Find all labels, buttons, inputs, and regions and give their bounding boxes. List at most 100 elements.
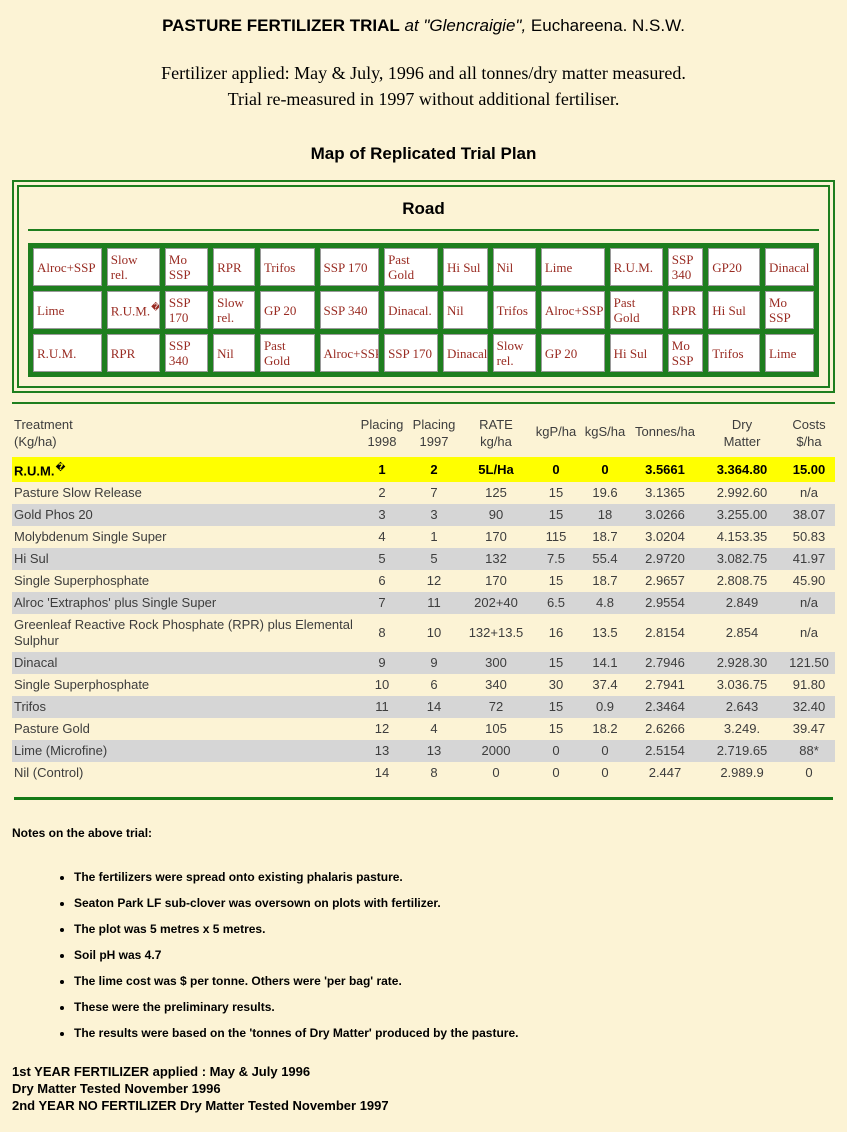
value-cell: 121.50: [789, 655, 829, 671]
map-plot-cell: SSP 170: [384, 334, 438, 372]
value-cell: 0: [601, 461, 609, 477]
treatment-name: Single Superphosphate: [14, 677, 150, 693]
map-plot-cell: Dinacal.: [384, 291, 438, 329]
page-title-regular: Euchareena. N.S.W.: [526, 16, 685, 35]
map-plot-cell: RPR: [213, 248, 255, 286]
column-header-line: Costs: [792, 417, 826, 432]
results-header-row: Treatment (Kg/ha) Placing 1998 Placing 1997 RA…: [12, 414, 835, 457]
column-header-line: Matter: [723, 434, 761, 449]
value-cell: 7: [430, 485, 438, 501]
map-plot-cell: Lime: [764, 334, 814, 372]
diamond-replacement-char-icon: �: [55, 463, 66, 473]
value-cell: 0: [492, 765, 500, 781]
value-cell: 2.854: [725, 625, 759, 641]
value-cell: 2.9554: [645, 595, 685, 611]
value-cell: 18: [597, 507, 613, 523]
map-plot-cell: Nil: [492, 248, 536, 286]
value-cell: 2.989.9: [720, 765, 764, 781]
value-cell: 18.2: [592, 721, 618, 737]
map-plot-cell: GP 20: [540, 334, 605, 372]
column-header: Costs $/ha: [783, 414, 835, 457]
column-header-line: kgS/ha: [584, 423, 626, 439]
value-cell: 2.6266: [645, 721, 685, 737]
value-cell: 2.5154: [645, 743, 685, 759]
treatment-row: Pasture Slow Release 2 7 125 15 19.6 3.1365 2.9…: [12, 482, 835, 504]
value-cell: 15: [548, 721, 564, 737]
value-cell: 300: [485, 655, 507, 671]
value-cell: 3: [378, 507, 386, 523]
value-cell: 2.849: [725, 595, 759, 611]
value-cell: 13: [426, 743, 442, 759]
value-cell: 115: [545, 529, 567, 545]
value-cell: 2.3464: [645, 699, 685, 715]
column-header-line: 1997: [419, 434, 449, 449]
value-cell: 340: [485, 677, 507, 693]
value-cell: 0.9: [595, 699, 615, 715]
value-cell: 4.8: [595, 595, 615, 611]
subtitle: Fertilizer applied: May & July, 1996 and…: [12, 60, 835, 112]
value-cell: 1: [430, 529, 438, 545]
column-header-line: 1998: [367, 434, 397, 449]
value-cell: 14: [426, 699, 442, 715]
value-cell: 2.643: [725, 699, 759, 715]
subtitle-line-1: Fertilizer applied: May & July, 1996 and…: [161, 63, 686, 83]
map-plot-cell: R.U.M.: [33, 334, 102, 372]
value-cell: 202+40: [474, 595, 518, 611]
map-plot-cell: Hi Sul: [708, 291, 760, 329]
treatment-name: Alroc 'Extraphos' plus Single Super: [14, 595, 217, 611]
value-cell: 105: [485, 721, 507, 737]
value-cell: 88*: [799, 743, 819, 759]
value-cell: 14.1: [592, 655, 618, 671]
column-header-line: $/ha: [796, 434, 822, 449]
value-cell: 18.7: [592, 573, 618, 589]
map-plot-cell: Slow rel.: [492, 334, 536, 372]
value-cell: 0: [552, 765, 560, 781]
value-cell: 6.5: [546, 595, 566, 611]
subtitle-line-2: Trial re-measured in 1997 without additi…: [227, 89, 620, 109]
value-cell: 11: [427, 595, 441, 611]
value-cell: 7: [378, 595, 386, 611]
value-cell: 2.928.30: [716, 655, 768, 671]
value-cell: 4: [378, 529, 386, 545]
value-cell: 1: [378, 461, 386, 477]
map-plot-cell: Dinacal: [442, 334, 488, 372]
map-plot-cell: Trifos: [708, 334, 760, 372]
value-cell: 4.153.35: [716, 529, 768, 545]
treatment-row: Pasture Gold 12 4 105 15 18.2 2.6266 3.249. 39.4…: [12, 718, 835, 740]
treatment-row: Alroc 'Extraphos' plus Single Super 7 11 20…: [12, 592, 835, 615]
map-plot-cell: Mo SSP: [667, 334, 704, 372]
treatment-name: Trifos: [14, 699, 47, 715]
treatment-name: Pasture Gold: [14, 721, 90, 737]
treatment-name: Gold Phos 20: [14, 507, 93, 523]
footer-line: Dry Matter Tested November 1996: [12, 1081, 221, 1097]
note-item: The fertilizers were spread onto existin…: [74, 870, 835, 885]
footer-line: 1st YEAR FERTILIZER applied : May & July…: [12, 1064, 311, 1080]
map-plot-cell: Mo SSP: [164, 248, 209, 286]
value-cell: 12: [426, 573, 442, 589]
value-cell: 5: [378, 551, 386, 567]
treatment-row: Gold Phos 20 3 3 90 15 18 3.0266 3.255.00 38.07: [12, 504, 835, 527]
value-cell: 10: [374, 677, 390, 693]
column-header-line: kg/ha: [480, 434, 512, 449]
map-plot-cell: Alroc+SSP: [33, 248, 102, 286]
map-plot-cell: R.U.M.�: [106, 291, 160, 329]
value-cell: 2.8154: [645, 625, 685, 641]
trial-map: Road Alroc+SSP Slow rel. Mo SSP RPR Trifos SS…: [17, 185, 830, 388]
value-cell: 90: [488, 507, 504, 523]
value-cell: 2.9720: [645, 551, 685, 567]
column-header-line: Placing: [360, 417, 404, 432]
value-cell: 16: [548, 625, 564, 641]
value-cell: 11: [375, 699, 389, 715]
value-cell: 3.255.00: [716, 507, 768, 523]
treatment-row: Single Superphosphate 10 6 340 30 37.4 2.7941 3…: [12, 674, 835, 696]
column-header: kgS/ha: [581, 414, 629, 457]
value-cell: 72: [488, 699, 504, 715]
page-title-bold: PASTURE FERTILIZER TRIAL: [162, 16, 400, 35]
value-cell: 14: [374, 765, 390, 781]
map-plot-cell: Slow rel.: [213, 291, 255, 329]
column-header-line: Treatment: [14, 417, 73, 432]
map-plot-cell: RPR: [106, 334, 160, 372]
column-header-line: Tonnes/ha: [635, 423, 695, 439]
diamond-replacement-char-icon: �: [151, 303, 160, 314]
